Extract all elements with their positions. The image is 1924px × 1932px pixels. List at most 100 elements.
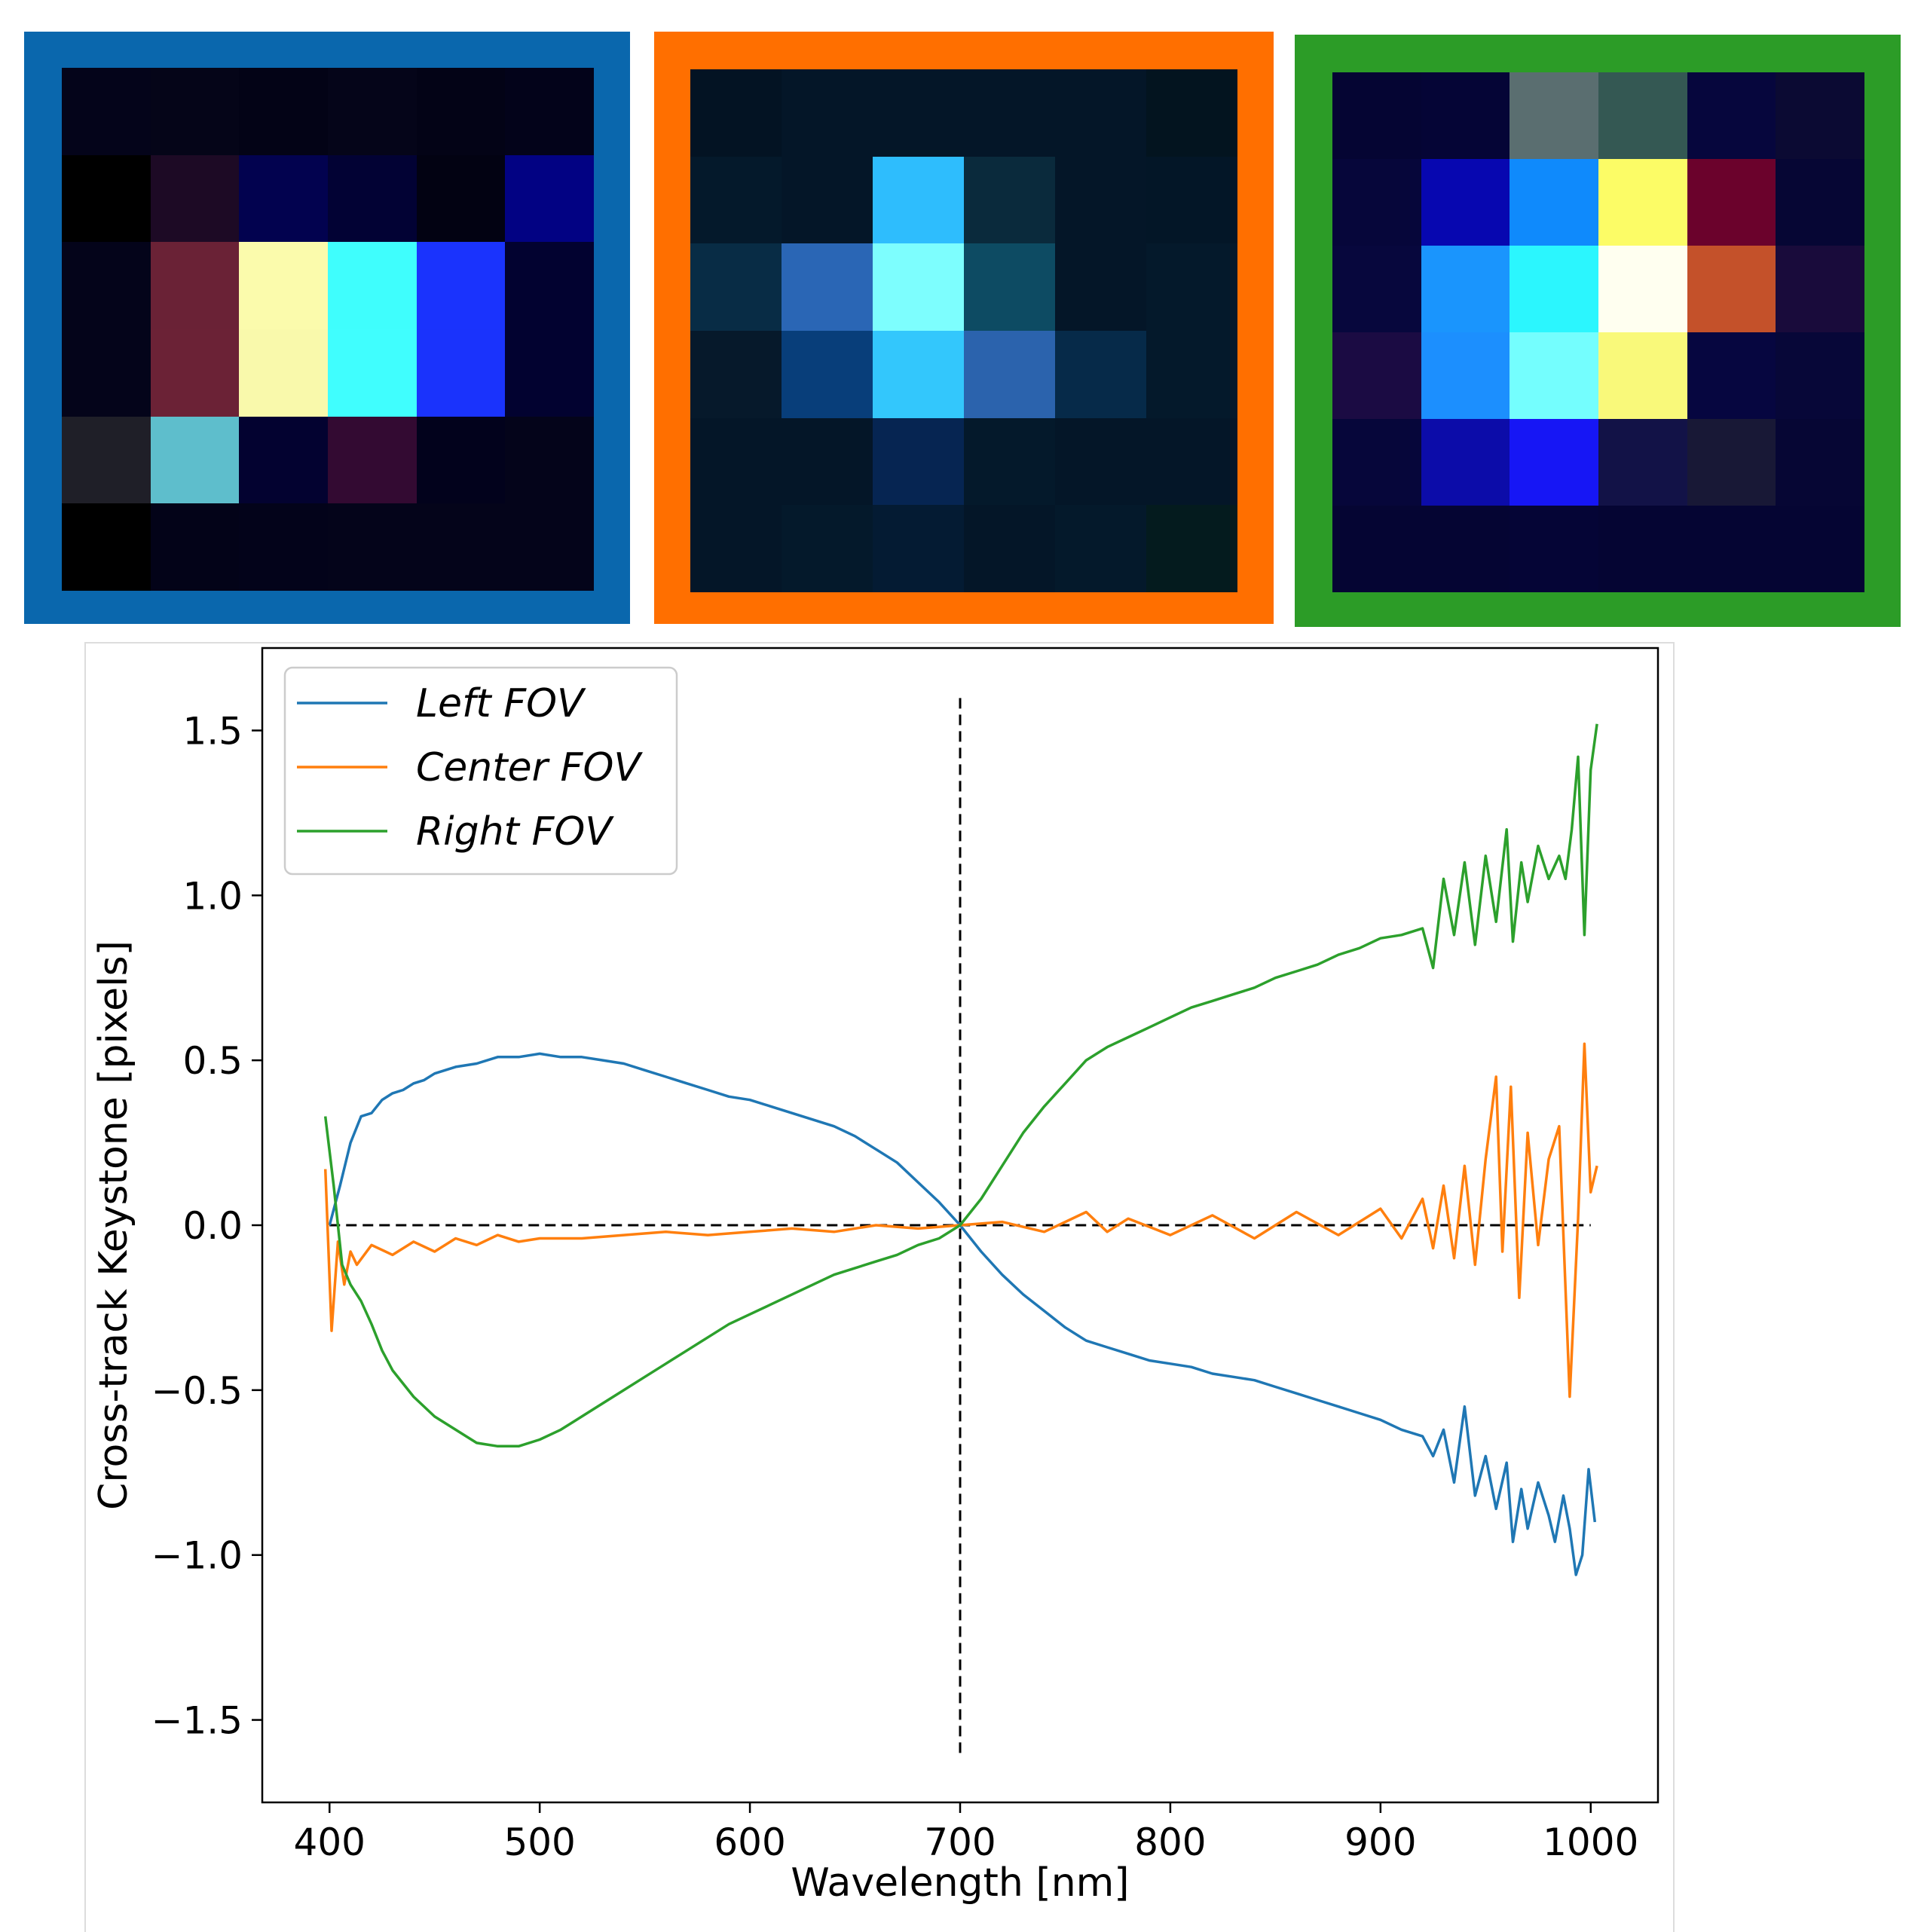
pixel-cell	[1146, 505, 1237, 592]
pixel-cell	[505, 68, 594, 155]
y-tick-label: 1.0	[182, 874, 243, 918]
pixel-cell	[782, 243, 873, 331]
pixel-cell	[873, 243, 964, 331]
legend-label-center: Center FOV	[416, 745, 643, 790]
pixel-cell	[690, 243, 782, 331]
pixel-cell	[416, 503, 506, 591]
x-tick-label: 400	[294, 1820, 366, 1864]
pixel-cell	[416, 68, 506, 155]
right-fov-pixel-grid	[1332, 72, 1864, 592]
pixel-cell	[1776, 506, 1864, 592]
pixel-cell	[1598, 419, 1687, 506]
legend-label-right: Right FOV	[416, 809, 614, 854]
y-tick-label: 0.5	[182, 1039, 243, 1083]
pixel-cell	[1687, 159, 1776, 246]
pixel-cell	[690, 156, 782, 244]
pixel-cell	[1510, 506, 1598, 592]
y-tick-label: −1.5	[151, 1699, 243, 1743]
x-tick-label: 900	[1344, 1820, 1416, 1864]
pixel-cell	[150, 329, 240, 417]
pixel-cell	[782, 156, 873, 244]
pixel-cell	[239, 154, 328, 243]
pixel-cell	[690, 417, 782, 506]
pixel-cell	[1776, 72, 1864, 159]
pixel-cell	[873, 156, 964, 244]
pixel-cell	[964, 505, 1055, 592]
pixel-cell	[690, 69, 782, 157]
pixel-cell	[1332, 332, 1421, 419]
pixel-cell	[1776, 246, 1864, 332]
pixel-cell	[62, 416, 151, 504]
pixel-cell	[690, 505, 782, 592]
x-tick-label: 1000	[1543, 1820, 1638, 1864]
chart-frame	[84, 642, 1675, 1932]
pixel-cell	[150, 242, 240, 329]
pixel-cell	[150, 503, 240, 591]
pixel-cell	[782, 505, 873, 592]
pixel-cell	[1598, 506, 1687, 592]
pixel-cell	[964, 243, 1055, 331]
pixel-cell	[1055, 505, 1146, 592]
pixel-cell	[1332, 506, 1421, 592]
pixel-cell	[782, 330, 873, 418]
pixel-cell	[62, 242, 151, 329]
y-tick-label: 0.0	[182, 1204, 243, 1248]
pixel-cell	[1332, 72, 1421, 159]
pixel-cell	[1598, 332, 1687, 419]
pixel-cell	[1687, 246, 1776, 332]
center-fov-pixel-grid	[690, 69, 1237, 592]
pixel-cell	[150, 68, 240, 155]
pixel-cell	[327, 329, 417, 417]
pixel-cell	[1776, 419, 1864, 506]
legend: Left FOV Center FOV Right FOV	[283, 666, 678, 876]
pixel-cell	[1055, 330, 1146, 418]
pixel-cell	[327, 68, 417, 155]
pixel-cell	[1146, 156, 1237, 244]
x-tick-label: 500	[503, 1820, 575, 1864]
pixel-cell	[964, 417, 1055, 506]
pixel-cell	[505, 154, 594, 243]
y-tick-label: 1.5	[182, 709, 243, 753]
pixel-cell	[239, 242, 328, 329]
x-tick-label: 700	[924, 1820, 996, 1864]
pixel-cell	[1055, 156, 1146, 244]
right-fov-panel	[1295, 35, 1901, 627]
left-fov-pixel-grid	[62, 68, 594, 591]
pixel-cell	[964, 69, 1055, 157]
pixel-cell	[690, 330, 782, 418]
pixel-cell	[1598, 246, 1687, 332]
pixel-cell	[782, 417, 873, 506]
pixel-cell	[62, 154, 151, 243]
pixel-cell	[1421, 419, 1510, 506]
pixel-cell	[327, 154, 417, 243]
pixel-cell	[1146, 417, 1237, 506]
right-fov-line	[323, 723, 1598, 1448]
pixel-cell	[1510, 246, 1598, 332]
pixel-cell	[1687, 419, 1776, 506]
pixel-cell	[416, 416, 506, 504]
pixel-cell	[1421, 159, 1510, 246]
pixel-cell	[873, 69, 964, 157]
legend-label-left: Left FOV	[416, 681, 586, 726]
pixel-cell	[416, 154, 506, 243]
pixel-cell	[1332, 159, 1421, 246]
pixel-cell	[1598, 159, 1687, 246]
pixel-cell	[505, 242, 594, 329]
pixel-cell	[1421, 332, 1510, 419]
pixel-cell	[873, 330, 964, 418]
pixel-cell	[1598, 72, 1687, 159]
left-fov-line	[328, 1052, 1597, 1576]
pixel-cell	[873, 417, 964, 506]
pixel-cell	[239, 329, 328, 417]
pixel-cell	[505, 416, 594, 504]
pixel-cell	[1421, 506, 1510, 592]
pixel-cell	[1146, 330, 1237, 418]
pixel-cell	[873, 505, 964, 592]
pixel-cell	[416, 329, 506, 417]
pixel-cell	[62, 68, 151, 155]
pixel-cell	[62, 503, 151, 591]
pixel-cell	[1055, 417, 1146, 506]
pixel-cell	[150, 416, 240, 504]
left-fov-panel	[24, 32, 630, 624]
pixel-cell	[150, 154, 240, 243]
